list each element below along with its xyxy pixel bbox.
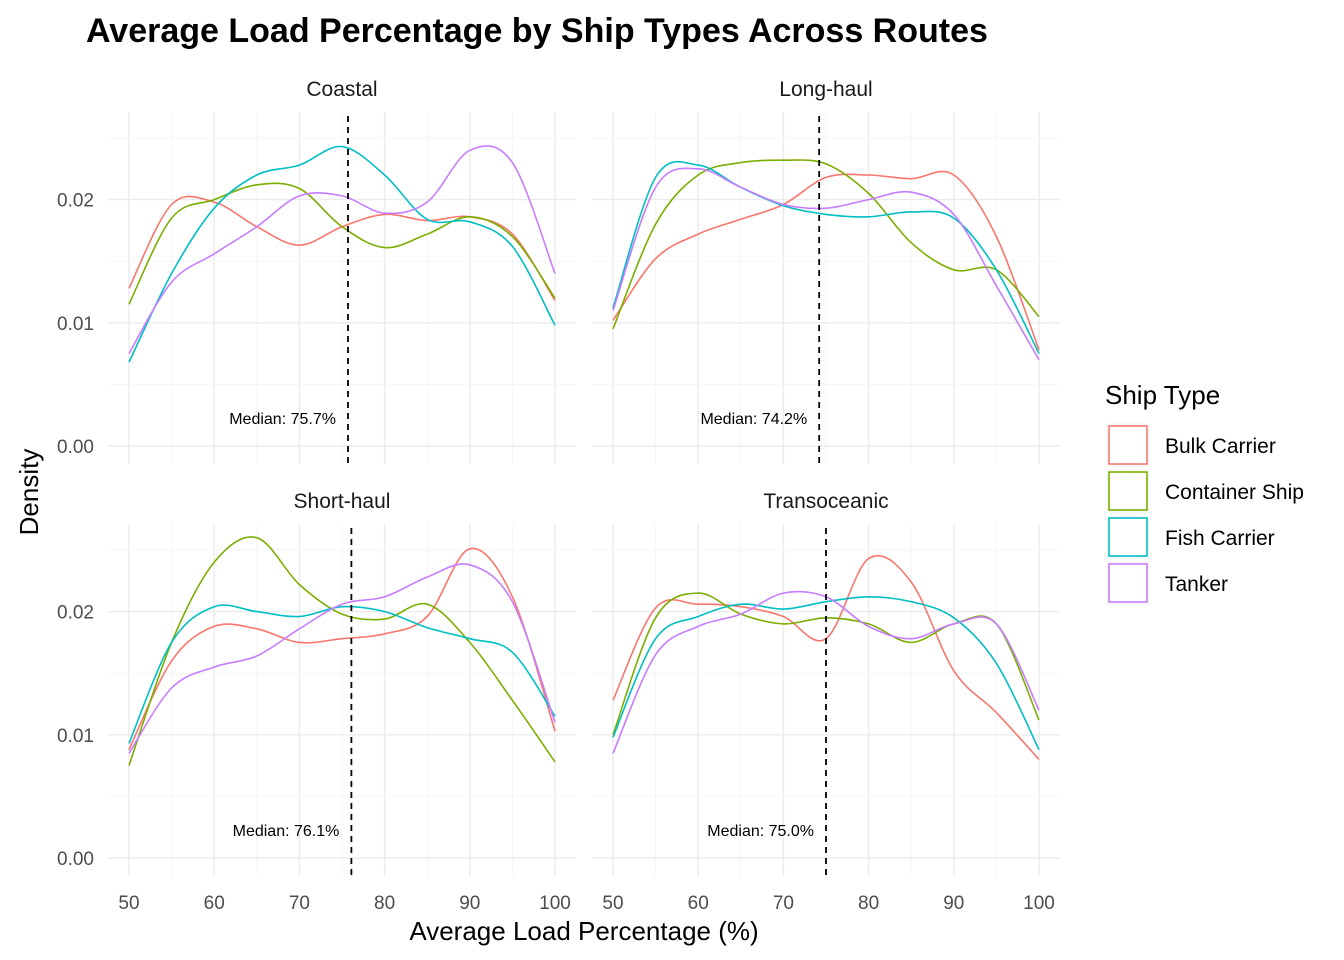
y-tick-label: 0.00	[57, 849, 94, 870]
legend-key-background	[1106, 423, 1150, 467]
facet-label-long-haul: Long-haul	[779, 78, 872, 101]
y-tick-label: 0.02	[57, 191, 94, 212]
y-tick-label: 0.00	[57, 437, 94, 458]
legend-item-container-ship: Container Ship	[1106, 469, 1304, 513]
legend-item-tanker: Tanker	[1106, 561, 1228, 605]
x-tick-label: 70	[289, 893, 310, 914]
x-tick-label: 100	[1023, 893, 1055, 914]
density-line-tanker	[128, 563, 556, 754]
legend-label: Container Ship	[1165, 481, 1304, 504]
y-tick-label: 0.01	[57, 314, 94, 335]
x-tick-label: 90	[459, 893, 480, 914]
facet-label-short-haul: Short-haul	[294, 490, 391, 513]
median-label: Median: 75.0%	[707, 823, 814, 840]
panel-short-haul: Short-haul 0.00 0.01 0.02 50 60 70 80 90 100 Media…	[57, 490, 576, 914]
x-tick-label: 80	[374, 893, 395, 914]
density-line-bulk-carrier	[128, 547, 556, 750]
x-axis-title: Average Load Percentage (%)	[409, 916, 758, 946]
facet-panels: Coastal 0.00 0.01 0.02 Median: 75.7% Long-hau…	[57, 78, 1060, 914]
x-tick-label: 50	[118, 893, 139, 914]
legend-label: Tanker	[1165, 573, 1228, 596]
x-tick-label: 90	[943, 893, 964, 914]
legend-key	[1108, 425, 1148, 465]
legend-key	[1108, 563, 1148, 603]
legend-item-bulk-carrier: Bulk Carrier	[1106, 423, 1276, 467]
median-label: Median: 74.2%	[700, 411, 807, 428]
y-axis-title: Density	[14, 449, 44, 536]
panel-long-haul: Long-haul Median: 74.2%	[592, 78, 1060, 464]
legend-key-background	[1106, 515, 1150, 559]
panel-transoceanic: Transoceanic 50 60 70 80 90 100 Median: 75.0%	[592, 490, 1060, 914]
legend-key-background	[1106, 469, 1150, 513]
legend-key-background	[1106, 561, 1150, 605]
panel-coastal: Coastal 0.00 0.01 0.02 Median: 75.7%	[57, 78, 576, 464]
chart-title: Average Load Percentage by Ship Types Ac…	[86, 12, 988, 50]
density-line-fish-carrier	[612, 595, 1040, 750]
facet-label-transoceanic: Transoceanic	[763, 490, 888, 513]
x-tick-label: 50	[602, 893, 623, 914]
x-tick-label: 60	[688, 893, 709, 914]
density-line-fish-carrier	[612, 160, 1040, 354]
density-line-fish-carrier	[128, 145, 556, 363]
x-tick-label: 70	[773, 893, 794, 914]
legend: Ship Type Bulk Carrier Container Ship Fish…	[1105, 380, 1304, 605]
density-line-container-ship	[128, 536, 556, 766]
median-label: Median: 75.7%	[229, 411, 336, 428]
legend-key	[1108, 471, 1148, 511]
y-tick-label: 0.02	[57, 603, 94, 624]
density-line-tanker	[612, 167, 1040, 361]
density-line-bulk-carrier	[612, 170, 1040, 351]
legend-label: Bulk Carrier	[1165, 435, 1276, 458]
median-label: Median: 76.1%	[233, 823, 340, 840]
legend-title: Ship Type	[1105, 380, 1220, 410]
x-tick-label: 100	[539, 893, 571, 914]
facet-label-coastal: Coastal	[306, 78, 377, 101]
legend-item-fish-carrier: Fish Carrier	[1106, 515, 1275, 559]
density-line-fish-carrier	[128, 604, 556, 744]
legend-key	[1108, 517, 1148, 557]
y-tick-label: 0.01	[57, 726, 94, 747]
legend-label: Fish Carrier	[1165, 527, 1275, 550]
density-line-tanker	[128, 145, 556, 355]
density-line-container-ship	[612, 159, 1040, 330]
density-line-container-ship	[128, 182, 556, 305]
x-tick-label: 80	[858, 893, 879, 914]
x-tick-label: 60	[204, 893, 225, 914]
